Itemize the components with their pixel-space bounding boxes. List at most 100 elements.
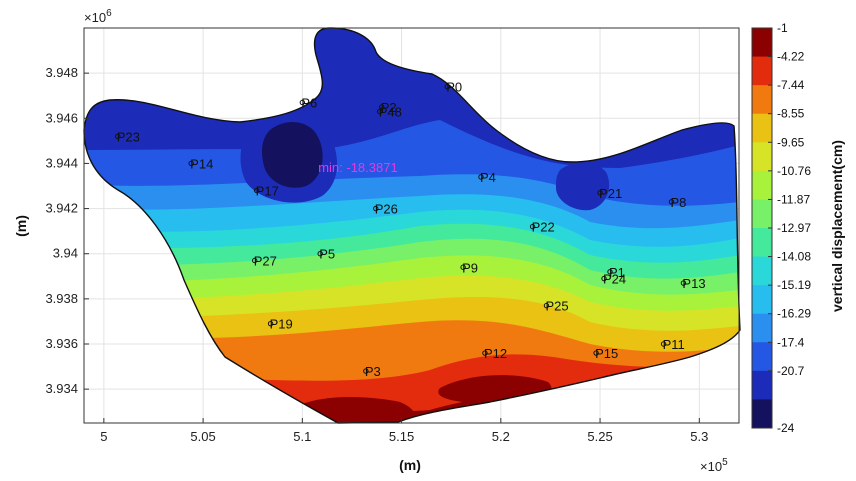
station-label: P12 [484, 346, 507, 361]
y-tick-label: 3.938 [45, 291, 78, 306]
station-point: P6 [299, 95, 317, 110]
station-label: P15 [595, 346, 618, 361]
colorbar-segment [752, 113, 772, 143]
station-point: P9 [460, 260, 478, 275]
station-label: P2 [381, 100, 397, 115]
station-label: P23 [117, 129, 140, 144]
colorbar: -1 -4.22 -7.44 -8.55 -9.65 -10.76 -11.87 -12.97… [751, 21, 811, 435]
station-marker [680, 280, 687, 286]
colorbar-tick-label: -15.19 [777, 278, 811, 292]
station-marker [478, 174, 484, 180]
colorbar-segment [752, 56, 772, 86]
station-marker [444, 83, 450, 90]
station-point: P23 [115, 129, 140, 144]
y-tick-label: 3.936 [45, 336, 78, 351]
colorbar-segment [752, 399, 772, 429]
station-label: P22 [532, 220, 555, 235]
station-label: P17 [256, 184, 279, 199]
x-axis: 5 5.05 5.1 5.15 5.2 5.25 5.3 [100, 418, 708, 444]
y-axis-label: (m) [13, 215, 29, 237]
station-marker [543, 302, 550, 309]
colorbar-tick-label: -14.08 [777, 250, 811, 264]
station-point: P17 [253, 184, 279, 199]
x-tick-label: 5.3 [690, 429, 708, 444]
station-label: P6 [301, 95, 317, 110]
station-marker [299, 99, 306, 106]
station-point: P14 [188, 156, 213, 171]
colorbar-tick-label: -4.22 [777, 50, 805, 64]
colorbar-segment [752, 370, 772, 400]
station-point: P19 [267, 317, 293, 332]
station-label: P3 [365, 364, 381, 379]
colorbar-tick-label: -12.97 [777, 221, 811, 235]
x-tick-label: 5 [100, 429, 107, 444]
station-label: P5 [319, 247, 335, 262]
y-tick-label: 3.948 [45, 65, 78, 80]
min-annotation: min: -18.3871 [318, 160, 398, 175]
station-point: P13 [680, 276, 706, 291]
station-point: P4 [478, 170, 496, 185]
colorbar-tick-label: -17.4 [777, 335, 805, 349]
contour-patch [95, 101, 126, 122]
x-tick-label: 5.15 [389, 429, 414, 444]
x-tick-label: 5.05 [190, 429, 215, 444]
station-label: P21 [599, 186, 622, 201]
colorbar-tick-label: -24 [777, 421, 795, 435]
x-tick-label: 5.25 [587, 429, 612, 444]
colorbar-segment [752, 28, 772, 58]
station-point: P3 [363, 364, 381, 379]
colorbar-segment [752, 313, 772, 343]
station-label: P27 [254, 253, 277, 268]
colorbar-tick-label: -16.29 [777, 307, 811, 321]
colorbar-label: vertical displacement(cm) [829, 140, 845, 312]
y-tick-label: 3.946 [45, 110, 78, 125]
colorbar-segment [752, 228, 772, 258]
station-label: P24 [603, 272, 626, 287]
x-tick-label: 5.2 [492, 429, 510, 444]
station-point: P12 [482, 346, 507, 361]
colorbar-tick-label: -8.55 [777, 107, 805, 121]
station-marker [601, 275, 607, 282]
station-marker [373, 205, 379, 212]
colorbar-segment [752, 85, 772, 115]
colorbar-segment [752, 342, 772, 372]
station-marker [188, 160, 194, 167]
station-point: P0 [444, 80, 462, 95]
station-point: P27 [251, 253, 277, 268]
station-marker [253, 187, 260, 194]
colorbar-tick-label: -11.87 [777, 192, 810, 206]
station-marker [267, 320, 274, 327]
station-point: P8 [668, 195, 686, 210]
station-label: P0 [446, 80, 462, 95]
contour-patch [319, 32, 361, 66]
station-point: P24 [601, 272, 626, 287]
station-label: P48 [379, 105, 402, 120]
station-label: P4 [480, 170, 496, 185]
station-marker [660, 341, 667, 347]
x-axis-label: (m) [399, 457, 421, 473]
contour-patch [556, 162, 610, 211]
station-label: P26 [375, 202, 398, 217]
colorbar-tick-label: -7.44 [777, 78, 805, 92]
colorbar-tick-label: -20.7 [777, 364, 805, 378]
station-marker [460, 264, 466, 270]
station-marker [482, 350, 488, 356]
colorbar-segment [752, 285, 772, 315]
station-marker [377, 108, 383, 115]
y-tick-label: 3.942 [45, 201, 78, 216]
station-marker [597, 190, 603, 196]
station-label: P11 [663, 337, 685, 352]
station-point: P21 [597, 186, 622, 201]
colorbar-segment [752, 199, 772, 229]
station-marker [317, 251, 323, 257]
colorbar-tick-label: -1 [777, 21, 788, 35]
station-point: P5 [317, 247, 335, 262]
station-point: P1 [607, 265, 625, 280]
y-exponent-label: ×106 [84, 8, 112, 25]
station-label: P1 [609, 265, 625, 280]
y-tick-label: 3.944 [45, 155, 78, 170]
station-marker [593, 350, 599, 356]
contour-patch [262, 121, 323, 188]
